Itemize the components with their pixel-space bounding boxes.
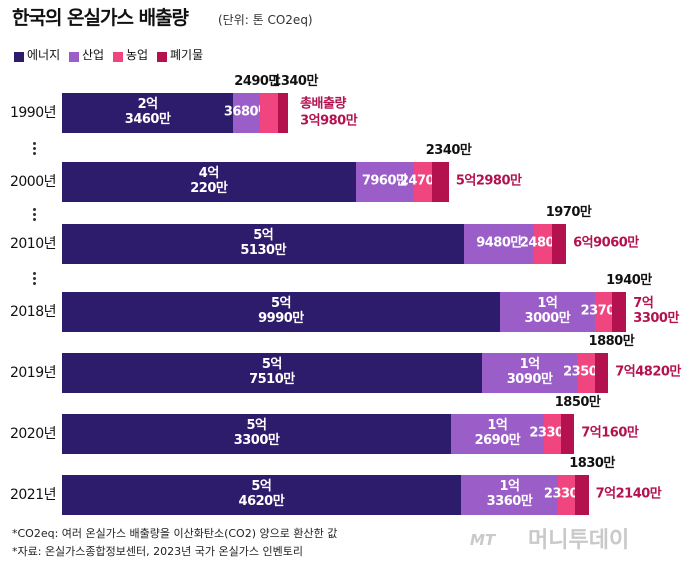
category-label: 2019년: [9, 364, 57, 381]
value-label: 7960만: [361, 173, 408, 189]
chart-title: 한국의 온실가스 배출량: [12, 7, 189, 29]
value-label: 1830만: [569, 456, 615, 471]
bar-segment: [464, 224, 534, 264]
value-label: 2억 3460만: [124, 97, 171, 127]
value-label: 1억 3000만: [524, 296, 571, 326]
total-label: 7억3300만: [633, 296, 679, 326]
total-label: 3억980만: [300, 113, 358, 129]
total-label: 5억2980만: [455, 173, 522, 189]
footnote: *CO2eq: 여러 온실가스 배출량을 이산화탄소(CO2) 양으로 환산한 …: [12, 527, 338, 540]
logo-mark: MT: [470, 531, 496, 549]
legend-label: 농업: [126, 48, 149, 62]
value-label: 5억 5130만: [240, 228, 287, 258]
bar-segment: [577, 353, 595, 393]
value-label: 2490만: [234, 74, 280, 89]
category-label: 2018년: [9, 303, 57, 320]
value-label: 1억 3360만: [486, 479, 533, 509]
legend-label: 에너지: [27, 48, 61, 62]
category-label: 2020년: [9, 425, 57, 442]
legend-label: 폐기물: [170, 48, 204, 62]
bar-segment: [278, 93, 289, 133]
value-label: 1970만: [545, 205, 592, 220]
legend-swatch: [157, 52, 167, 62]
bar-segment: [460, 475, 559, 515]
total-label: 7억160만: [581, 425, 639, 441]
bar-segment: [355, 162, 414, 202]
footnote: *자료: 온실가스종합정보센터, 2023년 국가 온실가스 인벤토리: [12, 545, 303, 558]
bar-segment: [612, 292, 627, 332]
value-label: 5억 7510만: [249, 357, 295, 387]
bar-segment: [481, 353, 578, 393]
chart-subtitle: (단위: 톤 CO2eq): [218, 13, 313, 27]
bar-segment: [558, 475, 576, 515]
total-label: 7억4820만: [615, 364, 681, 380]
bar-segment: [62, 224, 465, 264]
bar-segment: [62, 414, 452, 454]
value-label: 3680만: [223, 104, 270, 120]
value-label: 1340만: [272, 74, 318, 89]
value-label: 1850만: [554, 395, 601, 410]
bar-segment: [62, 162, 356, 202]
value-label: 4억 220만: [190, 166, 228, 196]
logo-name: 머니투데이: [528, 528, 630, 553]
value-label: 1880만: [588, 334, 635, 349]
category-label: 2000년: [9, 173, 57, 190]
bar-segment: [533, 224, 552, 264]
value-label: 5억 3300만: [233, 418, 280, 448]
bar-segment: [413, 162, 432, 202]
ellipsis: [33, 272, 36, 287]
bar-segment: [560, 414, 575, 454]
value-label: 5억 9990만: [258, 296, 304, 326]
category-label: 1990년: [9, 104, 57, 121]
bar-segment: [594, 353, 609, 393]
bar-segment: [431, 162, 449, 202]
legend-swatch: [69, 52, 79, 62]
bar-segment: [499, 292, 595, 332]
bar-segment: [575, 475, 589, 515]
value-label: 1억 3090만: [506, 357, 553, 387]
bar-segment: [62, 475, 461, 515]
bar-segment: [62, 353, 482, 393]
total-label: 7억2140만: [595, 486, 662, 502]
value-label: 1940만: [606, 273, 652, 288]
bar-segment: [543, 414, 561, 454]
ellipsis: [33, 208, 36, 223]
bar-segment: [62, 292, 500, 332]
value-label: 5억 4620만: [238, 479, 285, 509]
total-title: 총배출량: [300, 96, 346, 112]
legend-label: 산업: [82, 48, 105, 62]
value-label: 2340만: [425, 143, 472, 158]
bar-segment: [451, 414, 544, 454]
value-label: 9480만: [476, 235, 522, 251]
bar-segment: [260, 93, 279, 133]
bar-segment: [551, 224, 567, 264]
category-label: 2021년: [9, 486, 57, 503]
bar-segment: [594, 292, 613, 332]
bar-segment: [62, 93, 234, 133]
bar-segment: [233, 93, 261, 133]
category-label: 2010년: [9, 235, 57, 252]
legend-swatch: [14, 52, 24, 62]
value-label: 1억 2690만: [474, 418, 521, 448]
legend-swatch: [113, 52, 123, 62]
ellipsis: [33, 142, 36, 157]
total-label: 6억9060만: [573, 235, 639, 251]
